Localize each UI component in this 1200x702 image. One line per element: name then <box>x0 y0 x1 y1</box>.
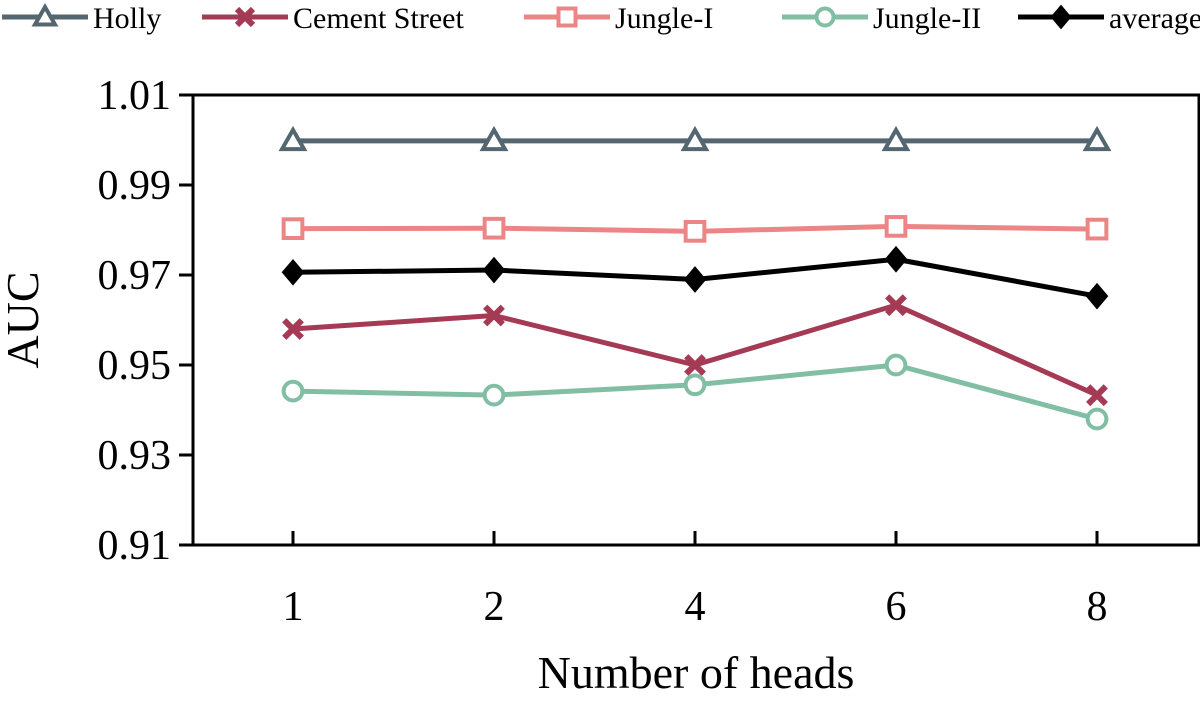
data-point <box>683 266 707 293</box>
data-point <box>482 256 506 284</box>
data-point <box>684 354 706 376</box>
series-average <box>281 245 1109 310</box>
data-point <box>884 353 908 377</box>
legend-item: Jungle-II <box>782 2 981 35</box>
x-tick-label: 1 <box>283 584 304 630</box>
data-point <box>884 245 908 273</box>
data-point <box>1082 125 1112 152</box>
y-tick-label: 0.99 <box>98 163 172 209</box>
data-point <box>1085 407 1109 431</box>
legend-label: Jungle-I <box>615 2 713 35</box>
x-axis-ticks: 1 2 4 6 8 <box>283 531 1108 630</box>
data-point <box>680 125 710 152</box>
legend-swatch-marker <box>31 2 59 27</box>
data-point <box>483 304 505 327</box>
legend-swatch-marker <box>1050 4 1072 30</box>
series-layer <box>278 125 1112 431</box>
data-point <box>1085 217 1109 241</box>
y-tick-label: 0.97 <box>98 253 172 299</box>
legend-label: average <box>1109 2 1200 35</box>
legend-label: Jungle-II <box>873 2 981 35</box>
data-point <box>482 383 506 407</box>
y-axis-title: AUC <box>0 271 48 368</box>
series-holly <box>278 125 1112 152</box>
legend-swatch-marker <box>234 6 256 28</box>
legend-item: average <box>1018 2 1200 35</box>
data-point <box>281 258 305 286</box>
legend-item: Holly <box>2 2 161 35</box>
data-point <box>683 220 707 243</box>
series-jungle-i <box>281 215 1109 243</box>
data-point <box>885 294 907 317</box>
legend-swatch-marker <box>814 6 836 28</box>
x-tick-label: 8 <box>1087 584 1108 630</box>
x-tick-label: 4 <box>685 584 706 630</box>
plot-area-frame <box>191 93 1200 547</box>
data-point <box>881 125 911 152</box>
legend-label: Cement Street <box>293 2 464 35</box>
data-point <box>482 216 506 240</box>
x-axis-title: Number of heads <box>538 647 855 697</box>
y-tick-label: 1.01 <box>98 73 172 119</box>
y-tick-label: 0.93 <box>98 433 172 479</box>
data-point <box>479 125 509 152</box>
data-point <box>281 379 305 403</box>
series-cement-street <box>282 294 1108 407</box>
legend: Holly Cement Street Jungle-I Jungle-II avera… <box>2 2 1200 35</box>
legend-item: Jungle-I <box>524 2 713 35</box>
y-tick-label: 0.95 <box>98 343 172 389</box>
legend-label: Holly <box>93 2 161 35</box>
data-point <box>282 318 304 340</box>
y-axis-ticks: 0.91 0.93 0.95 0.97 0.99 1.01 <box>98 73 193 569</box>
data-point <box>1085 282 1109 310</box>
data-point <box>278 125 308 152</box>
legend-item: Cement Street <box>202 2 464 35</box>
x-tick-label: 2 <box>484 584 505 630</box>
y-tick-label: 0.91 <box>98 523 172 569</box>
x-tick-label: 6 <box>886 584 907 630</box>
data-point <box>281 217 305 241</box>
data-point <box>1086 384 1108 407</box>
legend-swatch-marker <box>556 6 578 28</box>
series-jungle-ii <box>281 353 1109 431</box>
data-point <box>683 373 707 397</box>
data-point <box>884 215 908 238</box>
